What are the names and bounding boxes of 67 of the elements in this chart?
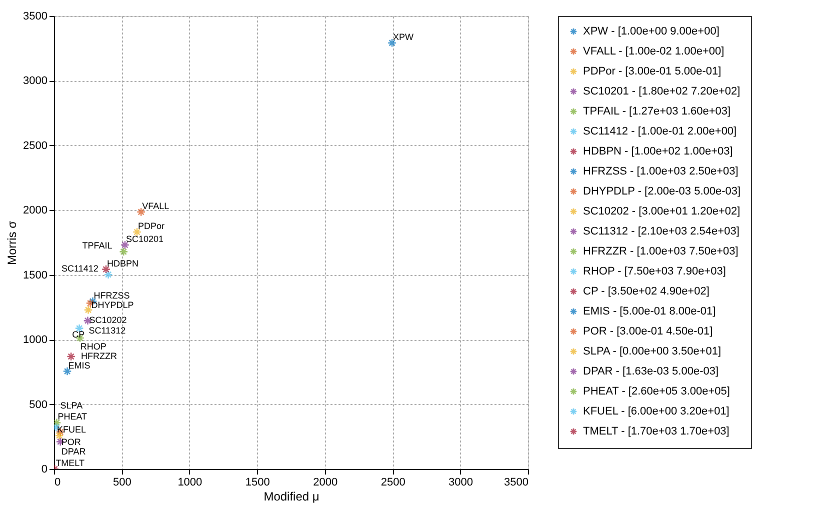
annotation: TMELT	[56, 458, 86, 468]
legend-label: EMIS - [5.00e-01 8.00e-01]	[583, 306, 716, 318]
annotation: SLPA	[60, 400, 83, 411]
point	[101, 264, 111, 274]
annotation: HFRZZR	[81, 351, 118, 362]
point	[104, 270, 113, 280]
legend-label: TMELT - [1.70e+03 1.70e+03]	[583, 426, 730, 438]
annotation: DHYPDLP	[91, 300, 134, 310]
x-tick-label: 3000	[448, 476, 474, 488]
x-tick-label: 1000	[178, 476, 202, 488]
annotation: EMIS	[68, 360, 90, 370]
x-tick-label: 2000	[313, 476, 338, 488]
legend-label: VFALL - [1.00e-02 1.00e+00]	[583, 46, 724, 58]
legend-label: KFUEL - [6.00e+00 3.20e+01]	[583, 406, 730, 418]
legend-label: HFRZSS - [1.00e+03 2.50e+03]	[583, 166, 738, 178]
y-tick-label: 500	[29, 398, 48, 411]
legend-label: SC11412 - [1.00e-01 2.00e+00]	[583, 126, 737, 138]
legend-label: POR - [3.00e-01 4.50e-01]	[583, 326, 713, 338]
annotation: CP	[72, 330, 85, 340]
y-tick-label: 3500	[23, 10, 48, 22]
annotation: POR	[61, 436, 82, 447]
legend-label: SC11312 - [2.10e+03 2.54e+03]	[583, 226, 740, 238]
annotation: RHOP	[80, 341, 106, 352]
legend-label: DHYPDLP - [2.00e-03 5.00e-03]	[583, 186, 741, 198]
point	[136, 207, 146, 216]
legend-label: SC10202 - [3.00e+01 1.20e+02]	[583, 206, 740, 218]
y-tick-label: 1500	[23, 269, 48, 282]
y-tick-label: 3000	[23, 75, 48, 88]
x-tick-label: 0	[54, 476, 61, 488]
legend-label: PHEAT - [2.60e+05 3.00e+05]	[583, 386, 730, 398]
legend-label: HFRZZR - [1.00e+03 7.50e+03]	[583, 246, 738, 258]
legend-label: DPAR - [1.63e-03 5.00e-03]	[583, 366, 719, 378]
x-axis-title: Modified μ	[264, 490, 320, 504]
annotation: PDPor	[138, 221, 165, 232]
legend-label: SLPA - [0.00e+00 3.50e+01]	[583, 346, 722, 358]
legend-label: PDPor - [3.00e-01 5.00e-01]	[583, 66, 722, 78]
annotation: VFALL	[142, 200, 170, 211]
annotation: SC10202	[89, 314, 127, 325]
legend-label: TPFAIL - [1.27e+03 1.60e+03]	[583, 106, 731, 118]
point	[84, 305, 93, 314]
annotation: DPAR	[61, 446, 86, 457]
y-tick-label: 2000	[23, 204, 48, 217]
annotation: TPFAIL	[82, 240, 112, 251]
point	[388, 38, 397, 48]
annotation: SC11312	[88, 326, 126, 336]
annotation: SC10201	[126, 234, 164, 244]
x-tick-label: 1500	[245, 476, 270, 488]
y-tick-label: 2500	[23, 140, 48, 152]
y-tick-label: 1000	[23, 334, 48, 346]
x-tick-label: 500	[113, 476, 132, 488]
legend-label: RHOP - [7.50e+03 7.90e+03]	[583, 266, 726, 278]
annotation: PHEAT	[58, 412, 88, 422]
point	[119, 247, 128, 256]
legend-label: XPW - [1.00e+00 9.00e+00]	[583, 26, 720, 38]
legend-label: SC10201 - [1.80e+02 7.20e+02]	[583, 86, 740, 98]
annotation: SC11412	[62, 264, 98, 274]
y-tick-label: 0	[41, 464, 48, 476]
x-tick-label: 2500	[380, 476, 406, 488]
legend-label: CP - [3.50e+02 4.90e+02]	[583, 286, 710, 298]
x-tick-label: 3500	[504, 476, 528, 488]
point	[66, 352, 76, 362]
annotation: HFRZSS	[94, 290, 130, 300]
annotation: XPW	[393, 32, 414, 42]
annotation: KFUEL	[57, 424, 86, 434]
y-axis-title: Morris σ	[5, 220, 20, 266]
annotation: HDBPN	[107, 258, 139, 268]
legend-label: HDBPN - [1.00e+02 1.00e+03]	[583, 146, 733, 158]
